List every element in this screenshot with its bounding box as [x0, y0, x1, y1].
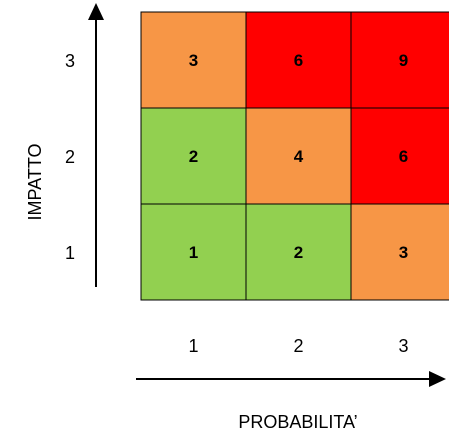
impact-tick-labels: 3 2 1	[65, 51, 75, 263]
matrix-cell-low	[140, 107, 247, 205]
matrix-cell-value: 9	[399, 51, 408, 70]
matrix-cell-low	[140, 203, 247, 301]
probability-tick-label: 3	[398, 336, 408, 356]
matrix-cell-value: 4	[294, 147, 304, 166]
impact-axis-arrow	[88, 3, 104, 287]
probability-tick-labels: 1 2 3	[188, 336, 408, 356]
probability-axis-arrow	[136, 371, 446, 387]
matrix-cell-medium	[140, 11, 247, 109]
probability-tick-label: 2	[293, 336, 303, 356]
matrix-cell-high	[350, 11, 449, 109]
matrix-cell-value: 2	[189, 147, 198, 166]
impact-axis-title: IMPATTO	[25, 143, 45, 220]
matrix-cell-medium	[350, 203, 449, 301]
matrix-cell-medium	[245, 107, 352, 205]
matrix-cell-high	[350, 107, 449, 205]
impact-tick-label: 3	[65, 51, 75, 71]
matrix-cell-value: 3	[399, 243, 408, 262]
matrix-cell-value: 3	[189, 51, 198, 70]
matrix-cell-value: 2	[294, 243, 303, 262]
matrix-cell-high	[245, 11, 352, 109]
matrix-cell-low	[245, 203, 352, 301]
matrix-cell-value: 6	[294, 51, 303, 70]
risk-matrix-grid: 3 6 9 2 4 6 1 2 3	[140, 11, 449, 301]
matrix-cell-value: 6	[399, 147, 408, 166]
probability-tick-label: 1	[188, 336, 198, 356]
probability-axis-title: PROBABILITA’	[238, 412, 357, 432]
impact-tick-label: 1	[65, 243, 75, 263]
matrix-cell-value: 1	[189, 243, 198, 262]
impact-tick-label: 2	[65, 147, 75, 167]
